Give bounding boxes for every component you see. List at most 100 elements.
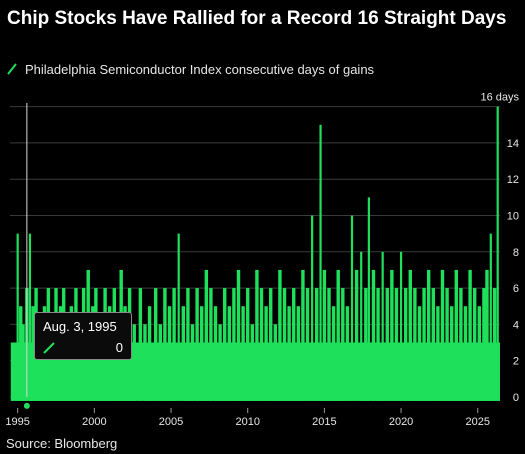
data-spike [472,288,477,401]
data-spike [322,269,327,401]
data-spike [360,251,363,401]
y-tick-label: 4 [513,319,519,331]
data-spike [422,288,426,401]
tooltip-value: 0 [115,340,123,355]
data-spike [250,324,255,401]
data-spike [21,324,25,401]
data-spike [296,306,301,401]
data-spike [147,306,152,401]
tooltip-date: Aug. 3, 1995 [43,319,117,334]
data-spike [19,306,23,401]
data-spike [241,306,245,401]
data-spike [376,288,380,401]
data-spike [403,288,408,401]
data-spike [463,306,468,401]
data-spike [436,306,440,401]
data-spike [354,269,359,401]
x-tick-label: 2015 [312,416,336,428]
data-spike [269,288,273,401]
y-tick-label: 0 [513,392,519,404]
data-spike [431,288,435,401]
data-spike [38,324,43,401]
data-spike [66,324,70,401]
data-spike [408,269,412,401]
data-spike [445,288,449,401]
legend-swatch-icon [7,63,17,75]
data-spike [319,124,322,401]
data-spike [158,324,162,401]
data-spike [399,251,403,401]
data-spike [143,324,147,401]
data-spike [278,269,282,401]
data-spike [301,269,305,401]
data-spike [341,288,345,401]
data-spike [327,288,331,401]
x-tick-label: 2000 [82,416,106,428]
data-spike [492,288,497,401]
data-spike [132,324,136,401]
data-spike [394,288,399,401]
data-spike [138,288,143,401]
data-spike [28,233,32,401]
data-spike [381,251,384,401]
x-tick-label: 2005 [159,416,183,428]
data-spike [367,197,370,401]
y-tick-label: 14 [507,138,519,150]
data-spike [331,306,336,401]
data-spike [287,306,291,401]
data-spike [209,288,213,401]
data-spike [255,269,259,401]
data-spike [371,269,376,401]
data-spike [223,288,227,401]
data-spike [218,324,222,401]
data-spike [98,324,103,401]
data-spike [482,288,486,401]
source-note: Source: Bloomberg [6,436,118,451]
data-spike [305,288,310,401]
data-spike [246,288,250,401]
y-tick-label: 10 [507,210,519,222]
legend-label: Philadelphia Semiconductor Index consecu… [25,61,375,77]
data-spike [454,269,458,401]
chart-title: Chip Stocks Have Rallied for a Record 16… [7,8,507,29]
data-spike [31,306,35,401]
data-spike [311,215,314,401]
y-tick-label: 8 [513,247,519,259]
data-spike [426,269,431,401]
data-spike [390,269,394,401]
data-spike [227,306,232,401]
data-spike [153,288,158,401]
x-tick-label: 1995 [5,416,29,428]
data-spike [236,269,241,401]
data-spike [16,233,19,401]
data-spike [449,306,454,401]
x-tick-label: 2025 [466,416,490,428]
data-spike [282,288,287,401]
data-spike [259,288,264,401]
data-spike [413,288,417,401]
data-spike [213,306,218,401]
data-spike [485,269,489,401]
data-spike [172,288,176,401]
data-spike [440,269,445,401]
data-spike [459,288,463,401]
data-spike [496,106,499,401]
data-spike [264,306,268,401]
data-spike [364,288,368,401]
data-spike [273,324,278,401]
data-spike [489,233,492,401]
data-spike [345,306,350,401]
data-spike [195,288,199,401]
data-spike [167,306,172,401]
data-spike [190,324,195,401]
hover-tooltip: Aug. 3, 1995 0 [34,312,132,360]
y-tick-label: 6 [513,283,519,295]
hover-point [21,400,32,411]
data-spike [385,288,389,401]
tooltip-series-swatch-icon [43,341,55,354]
data-spike [163,288,167,401]
legend: Philadelphia Semiconductor Index consecu… [7,60,374,78]
x-tick-label: 2010 [235,416,259,428]
data-spike [51,324,55,401]
